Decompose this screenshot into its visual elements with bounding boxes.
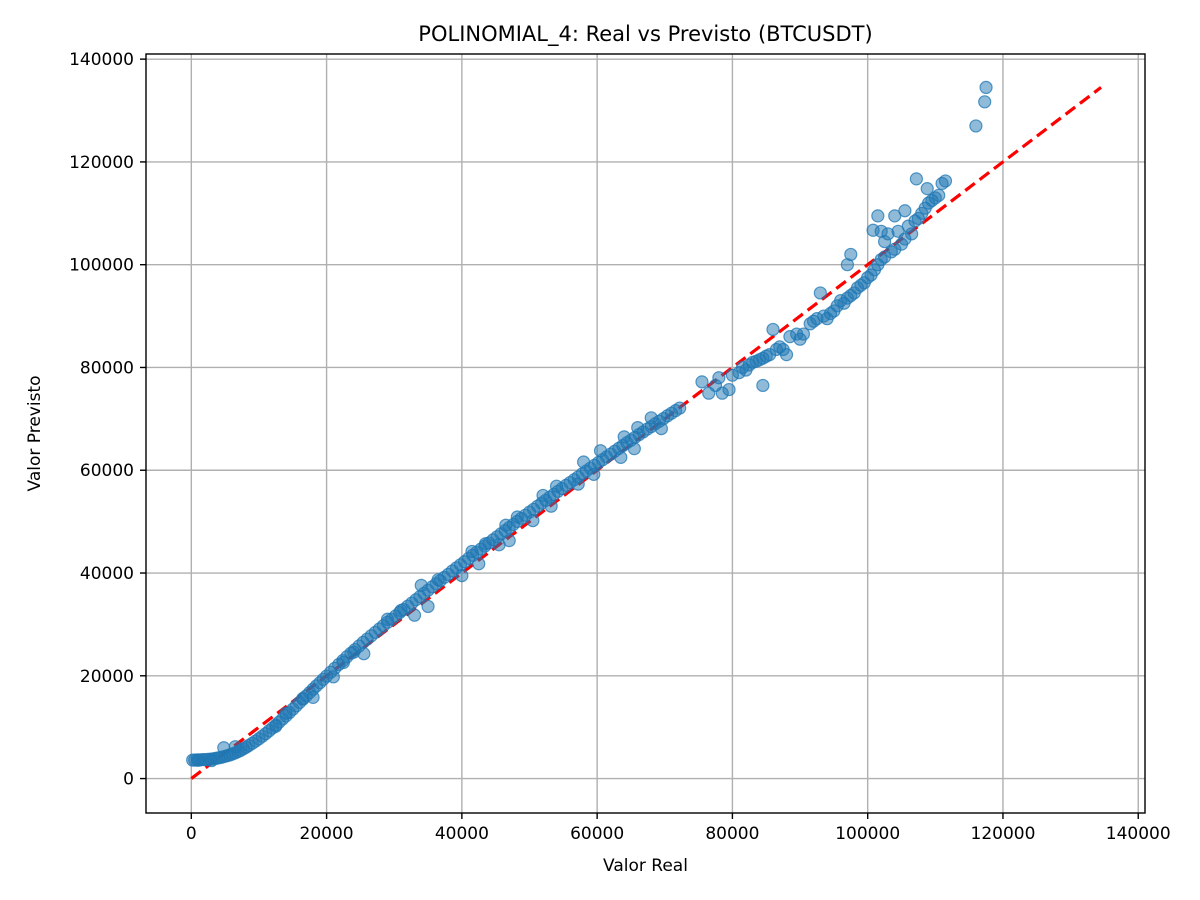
data-point <box>228 740 242 754</box>
y-tick-label: 20000 <box>80 667 134 687</box>
data-point <box>766 322 780 337</box>
y-tick-label: 80000 <box>80 358 134 378</box>
data-point <box>722 382 736 397</box>
x-axis-label: Valor Real <box>603 856 688 876</box>
data-point <box>969 119 983 133</box>
data-point <box>544 499 558 513</box>
y-tick-label: 0 <box>123 770 134 790</box>
data-point <box>979 80 993 95</box>
data-point <box>644 411 658 425</box>
data-point <box>205 753 219 768</box>
data-point <box>431 573 445 587</box>
y-tick-label: 140000 <box>69 50 134 70</box>
data-point <box>306 690 320 704</box>
axes <box>145 53 1146 814</box>
x-tick-label: 20000 <box>300 824 354 844</box>
data-points <box>186 80 993 768</box>
data-point <box>394 603 408 618</box>
data-point <box>465 544 479 559</box>
data-point <box>407 608 422 622</box>
data-point <box>673 401 687 415</box>
data-point <box>712 371 726 385</box>
data-point <box>932 188 946 202</box>
y-tick-label: 60000 <box>80 461 134 481</box>
data-point <box>654 422 668 436</box>
y-axis-label: Valor Previsto <box>25 376 45 492</box>
data-point <box>695 375 709 389</box>
data-point <box>617 430 631 444</box>
grid <box>146 54 1145 813</box>
data-point <box>813 286 827 300</box>
data-point <box>279 706 293 720</box>
data-point <box>549 479 564 493</box>
plot-frame <box>145 53 1146 814</box>
data-point <box>871 209 885 223</box>
x-tick-label: 100000 <box>835 824 900 844</box>
data-point <box>191 753 205 767</box>
x-tick-label: 60000 <box>570 824 624 844</box>
y-tick-label: 40000 <box>80 564 134 584</box>
data-point <box>380 612 395 626</box>
data-point <box>455 568 469 583</box>
data-point <box>779 348 794 362</box>
y-tick-label: 120000 <box>69 153 134 173</box>
data-point <box>526 514 540 528</box>
data-point <box>502 534 516 548</box>
data-point <box>421 599 435 614</box>
data-point <box>499 518 513 532</box>
x-tick-label: 120000 <box>971 824 1036 844</box>
data-point <box>571 477 585 491</box>
chart-title: POLINOMIAL_4: Real vs Previsto (BTCUSDT) <box>418 22 872 47</box>
data-point <box>938 174 953 188</box>
data-point <box>593 444 608 458</box>
x-tick-label: 40000 <box>435 824 489 844</box>
x-tick-label: 80000 <box>705 824 759 844</box>
data-point <box>978 95 992 109</box>
data-point <box>472 557 486 571</box>
data-point <box>326 670 340 684</box>
data-point <box>478 537 493 551</box>
data-point <box>888 209 902 223</box>
y-tick-label: 100000 <box>69 256 134 276</box>
x-tick-label: 0 <box>186 824 197 844</box>
data-point <box>357 647 371 661</box>
data-point <box>536 488 550 503</box>
data-point <box>510 510 524 524</box>
data-point <box>414 578 428 592</box>
data-point <box>796 327 811 341</box>
y-axis-ticks: 0 20000 40000 60000 80000 100000 120000 140000 <box>69 50 146 790</box>
data-point <box>909 172 923 186</box>
data-point <box>920 182 934 196</box>
data-point <box>631 420 645 435</box>
x-tick-label: 140000 <box>1106 824 1171 844</box>
data-point <box>756 378 770 393</box>
data-point <box>905 227 919 241</box>
data-point <box>898 204 912 218</box>
data-point <box>269 719 283 733</box>
data-point <box>614 450 628 464</box>
data-point <box>336 655 351 670</box>
data-point <box>577 455 591 469</box>
x-axis-ticks: 0 20000 40000 60000 80000 100000 120000 140000 <box>186 813 1171 844</box>
data-point <box>217 741 231 755</box>
data-point <box>844 247 858 262</box>
data-point <box>587 467 601 481</box>
data-point <box>627 442 641 456</box>
